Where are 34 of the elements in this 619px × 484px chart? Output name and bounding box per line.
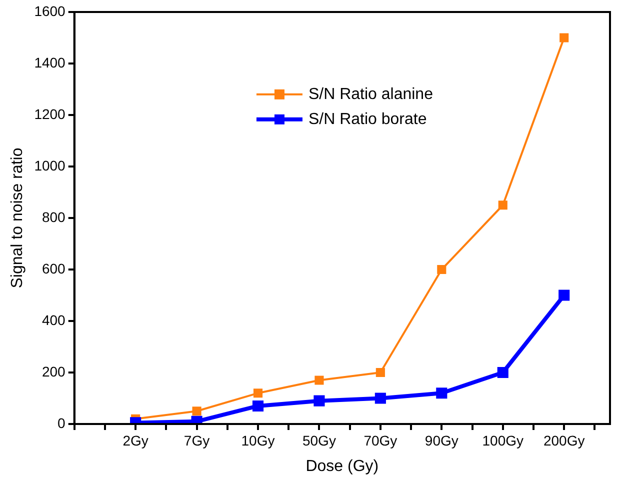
point bbox=[436, 388, 448, 399]
point bbox=[497, 366, 508, 378]
x-axis-title: Dose (Gy) bbox=[306, 458, 379, 475]
point bbox=[253, 388, 263, 398]
legend-label: S/N Ratio alanine bbox=[308, 86, 434, 103]
y-tick-label: 200 bbox=[42, 363, 66, 380]
point bbox=[376, 368, 385, 378]
legend-label: S/N Ratio borate bbox=[308, 110, 427, 128]
x-tick-label: 2Gy bbox=[122, 432, 148, 448]
point bbox=[314, 395, 325, 406]
point bbox=[558, 290, 570, 301]
point bbox=[437, 264, 446, 274]
y-tick-label: 800 bbox=[42, 208, 66, 225]
y-tick-label: 0 bbox=[58, 414, 66, 431]
y-tick-label: 400 bbox=[42, 312, 66, 328]
point bbox=[314, 376, 324, 385]
y-tick-label: 1400 bbox=[34, 54, 66, 70]
point bbox=[498, 200, 508, 210]
x-tick-label: 100Gy bbox=[482, 432, 524, 448]
point bbox=[560, 33, 569, 42]
y-tick-label: 1200 bbox=[34, 106, 66, 122]
x-tick-label: 90Gy bbox=[424, 432, 458, 448]
x-tick-label: 50Gy bbox=[302, 432, 336, 448]
point bbox=[192, 406, 202, 416]
point bbox=[374, 392, 386, 404]
x-tick-label: 70Gy bbox=[364, 432, 398, 448]
x-tick-label: 7Gy bbox=[184, 432, 210, 448]
x-tick-label: 10Gy bbox=[241, 432, 275, 448]
y-tick-label: 1000 bbox=[34, 157, 66, 174]
y-axis-title: Signal to noise ratio bbox=[9, 148, 26, 288]
y-tick-label: 600 bbox=[42, 260, 66, 276]
point bbox=[252, 400, 264, 412]
x-tick-label: 200Gy bbox=[543, 432, 585, 448]
y-tick-label: 1600 bbox=[34, 2, 66, 19]
